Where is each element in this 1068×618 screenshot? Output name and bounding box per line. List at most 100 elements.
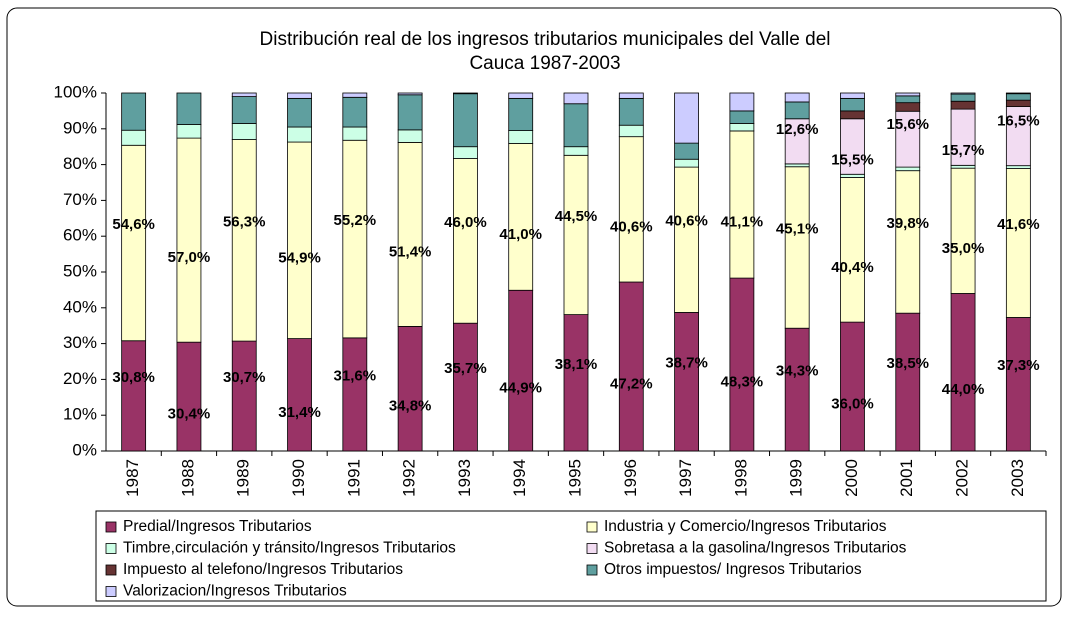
y-tick-label: 60% [63, 226, 97, 245]
bar-segment [1005, 165, 1031, 169]
data-label: 47,2% [610, 375, 653, 392]
bar-segment [784, 101, 810, 120]
legend-swatch [105, 543, 117, 554]
x-tick-label: 1987 [123, 459, 142, 497]
legend-swatch [105, 586, 117, 597]
bar-segment [231, 92, 257, 97]
x-tick-label: 2001 [897, 459, 916, 497]
x-tick-label: 2002 [953, 459, 972, 497]
bar-segment [342, 337, 368, 452]
bar-segment [729, 123, 755, 132]
bar-segment [784, 118, 810, 165]
bar-segment [729, 110, 755, 124]
bar-segment [508, 97, 534, 131]
bar-segment [840, 177, 865, 323]
bar-segment [287, 141, 312, 339]
x-tick-label: 1989 [234, 459, 253, 497]
x-tick-label: 2003 [1008, 459, 1027, 497]
legend-label: Timbre,circulación y tránsito/Ingresos T… [123, 540, 456, 557]
data-label: 38,5% [886, 355, 929, 372]
bar-segment [784, 163, 810, 168]
data-label: 44,9% [499, 380, 542, 397]
bar-segment [176, 92, 202, 125]
data-label: 34,8% [389, 398, 432, 415]
legend-swatch [586, 521, 598, 533]
bar-segment [840, 118, 865, 175]
data-label: 12,6% [776, 121, 819, 138]
bar-segment [950, 100, 976, 110]
data-label: 40,4% [831, 259, 874, 276]
data-label: 37,3% [997, 357, 1040, 374]
data-label: 39,8% [886, 215, 929, 232]
bar-segment [674, 142, 699, 160]
bar-segment [508, 130, 534, 144]
bar-segment [453, 93, 478, 148]
bar-segment [508, 143, 534, 291]
bar-segment [176, 137, 202, 343]
data-label: 55,2% [334, 212, 377, 229]
bar-segment [729, 92, 755, 112]
bar-segment [950, 167, 976, 294]
bar-segment [950, 93, 976, 102]
data-label: 44,0% [942, 381, 985, 398]
bar-segment [784, 327, 810, 452]
legend-swatch [105, 521, 117, 533]
bar-segment [397, 129, 423, 143]
data-label: 40,6% [610, 218, 653, 235]
bar-segment [1005, 93, 1031, 101]
x-tick-label: 1999 [787, 459, 806, 497]
bar-segment [895, 170, 921, 314]
bar-segment [895, 166, 921, 172]
legend-box [95, 510, 1047, 602]
bar-segment [287, 126, 312, 143]
bar-segment [1005, 317, 1031, 452]
bar-segment [618, 124, 644, 138]
bar-segment [950, 108, 976, 166]
data-label: 34,3% [776, 363, 819, 380]
y-tick-label: 90% [63, 118, 97, 137]
bar-segment [121, 340, 147, 452]
y-tick-label: 40% [63, 297, 97, 316]
y-tick-label: 50% [63, 261, 97, 280]
x-tick-label: 1996 [621, 459, 640, 497]
data-label: 35,0% [942, 240, 985, 257]
bar-segment [342, 92, 368, 98]
bar-segment [674, 158, 699, 168]
bar-segment [453, 92, 478, 95]
bar-segment [950, 293, 976, 452]
y-tick-label: 20% [63, 369, 97, 388]
bar-segment [1005, 92, 1031, 95]
legend-label: Predial/Ingresos Tributarios [123, 518, 312, 535]
bar-segment [729, 130, 755, 279]
legend-label: Valorizacion/Ingresos Tributarios [123, 583, 347, 600]
bar-segment [397, 142, 423, 327]
data-label: 15,7% [942, 142, 985, 159]
y-tick-label: 80% [63, 154, 97, 173]
bar-segment [231, 340, 257, 452]
data-label: 38,7% [665, 355, 708, 372]
legend-label: Otros impuestos/ Ingresos Tributarios [604, 561, 862, 578]
bar-segment [231, 139, 257, 342]
bar-segment [563, 154, 589, 316]
data-label: 31,4% [278, 404, 321, 421]
bar-segment [342, 126, 368, 141]
bar-segment [508, 92, 534, 99]
bar-segment [453, 146, 478, 159]
data-label: 51,4% [389, 243, 432, 260]
bar-segment [563, 92, 589, 105]
bar-segment [895, 102, 921, 112]
bar-segment [287, 97, 312, 128]
data-label: 44,5% [555, 208, 598, 225]
data-label: 30,4% [168, 406, 211, 423]
data-label: 35,7% [444, 360, 487, 377]
bar-segment [563, 314, 589, 452]
bar-segment [729, 277, 755, 452]
bar-segment [1005, 106, 1031, 167]
data-label: 31,6% [334, 367, 377, 384]
data-label: 36,0% [831, 396, 874, 413]
bar-segment [840, 110, 865, 120]
legend-swatch [586, 564, 598, 576]
bar-segment [453, 158, 478, 324]
bar-segment [895, 110, 921, 168]
bar-segment [287, 338, 312, 452]
